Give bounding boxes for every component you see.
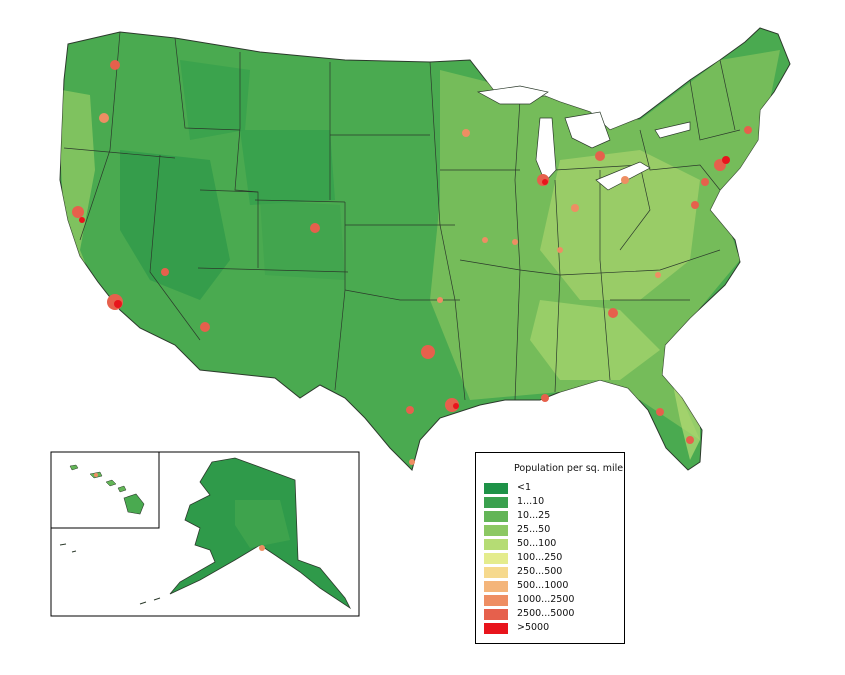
legend-swatch (484, 539, 508, 550)
legend-label: 50...100 (517, 538, 557, 549)
hawaii (69, 464, 145, 515)
legend-swatch (484, 553, 508, 564)
legend-item: >5000 (484, 622, 619, 635)
alaska (59, 457, 352, 610)
legend-swatch (484, 525, 508, 536)
legend: Population per sq. mile <1 1...10 10...2… (475, 452, 625, 644)
legend-item: 2500...5000 (484, 608, 619, 621)
legend-item: 1000...2500 (484, 594, 619, 607)
legend-swatch (484, 623, 508, 634)
urban-hotspots (72, 60, 752, 465)
legend-label: <1 (517, 482, 532, 493)
legend-item: <1 (484, 482, 619, 495)
legend-swatch (484, 581, 508, 592)
legend-item: 1...10 (484, 496, 619, 509)
legend-label: 500...1000 (517, 580, 569, 591)
legend-swatch (484, 595, 508, 606)
legend-item: 100...250 (484, 552, 619, 565)
legend-label: 25...50 (517, 524, 551, 535)
legend-swatch (484, 497, 508, 508)
legend-label: 1000...2500 (517, 594, 575, 605)
great-lakes (476, 85, 691, 191)
legend-label: 100...250 (517, 552, 563, 563)
legend-swatch (484, 567, 508, 578)
legend-item: 25...50 (484, 524, 619, 537)
legend-label: 1...10 (517, 496, 545, 507)
legend-item: 50...100 (484, 538, 619, 551)
legend-label: 250...500 (517, 566, 563, 577)
legend-label: 2500...5000 (517, 608, 575, 619)
legend-swatch (484, 511, 508, 522)
legend-title: Population per sq. mile (514, 463, 624, 474)
legend-swatch (484, 483, 508, 494)
legend-swatch (484, 609, 508, 620)
legend-item: 500...1000 (484, 580, 619, 593)
legend-item: 250...500 (484, 566, 619, 579)
state-borders (63, 31, 741, 401)
contiguous-us (59, 27, 791, 471)
legend-item: 10...25 (484, 510, 619, 523)
legend-label: >5000 (517, 622, 550, 633)
legend-label: 10...25 (517, 510, 551, 521)
